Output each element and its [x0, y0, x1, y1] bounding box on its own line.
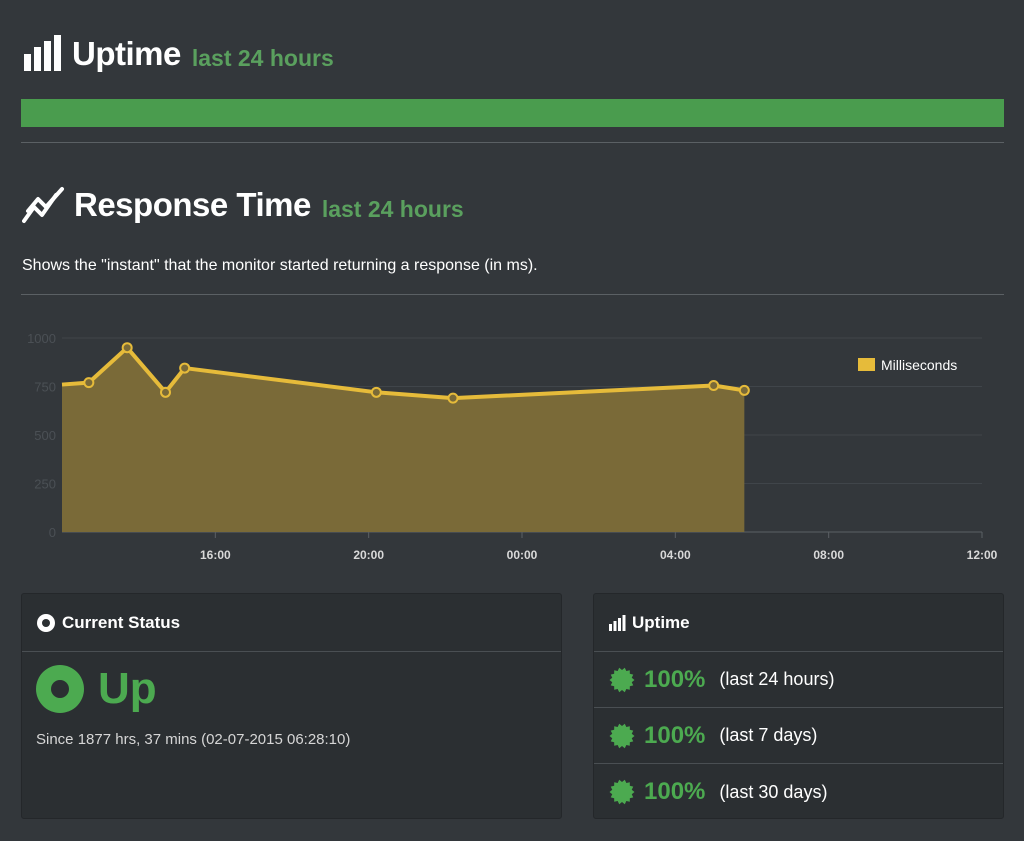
uptime-row: 100% (last 7 days) — [594, 708, 1003, 764]
x-tick-label: 20:00 — [353, 548, 384, 562]
uptime-row: 100% (last 30 days) — [594, 764, 1003, 820]
current-status-panel: Current Status Up Since 1877 hrs, 37 min… — [21, 593, 562, 819]
uptime-bar — [21, 99, 1004, 127]
uptime-section-header: Uptime last 24 hours — [22, 34, 334, 74]
legend-swatch — [858, 358, 875, 371]
uptime-panel-header: Uptime — [594, 594, 1003, 652]
uptime-title: Uptime — [72, 35, 181, 72]
response-time-area — [62, 347, 745, 532]
uptime-period: (last 30 days) — [719, 781, 828, 802]
y-tick-label: 0 — [49, 525, 56, 540]
uptime-period: (last 24 hours) — [719, 669, 835, 689]
data-point[interactable] — [370, 386, 382, 398]
data-point[interactable] — [447, 392, 459, 404]
response-time-section-header: Response Time last 24 hours — [22, 185, 464, 225]
y-tick-label: 1000 — [27, 331, 56, 346]
record-circle-icon — [37, 613, 55, 632]
data-point[interactable] — [83, 377, 95, 389]
x-tick-label: 00:00 — [507, 548, 538, 562]
certificate-badge-icon — [609, 667, 635, 692]
data-point[interactable] — [738, 384, 750, 396]
uptime-period: (last 7 days) — [719, 725, 818, 745]
uptime-panel-heading: Uptime — [632, 612, 690, 632]
data-point[interactable] — [121, 342, 133, 354]
uptime-subtitle: last 24 hours — [191, 44, 334, 71]
response-time-subtitle: last 24 hours — [321, 195, 464, 222]
status-since: Since 1877 hrs, 37 mins (02-07-2015 06:2… — [36, 731, 351, 748]
y-tick-label: 750 — [34, 380, 56, 395]
divider — [21, 142, 1004, 143]
line-chart-icon — [22, 187, 64, 223]
x-tick-label: 04:00 — [660, 548, 691, 562]
certificate-badge-icon — [609, 723, 635, 748]
uptime-row: 100% (last 24 hours) — [594, 652, 1003, 708]
status-text: Up — [98, 664, 157, 713]
x-tick-label: 08:00 — [813, 548, 844, 562]
uptime-percent: 100% — [644, 778, 706, 805]
response-time-title: Response Time — [74, 186, 311, 223]
y-tick-label: 500 — [34, 428, 56, 443]
chart-legend: Milliseconds — [858, 357, 957, 373]
y-tick-label: 250 — [34, 477, 56, 492]
legend-label: Milliseconds — [881, 357, 957, 373]
response-time-description: Shows the "instant" that the monitor sta… — [22, 257, 538, 274]
divider — [21, 294, 1004, 295]
data-point[interactable] — [179, 362, 191, 374]
data-point[interactable] — [708, 380, 720, 392]
bar-chart-icon — [24, 35, 61, 71]
x-tick-label: 16:00 — [200, 548, 231, 562]
uptime-percent: 100% — [644, 721, 706, 749]
bar-chart-icon — [609, 614, 626, 631]
certificate-badge-icon — [609, 779, 635, 805]
status-up-icon — [36, 665, 84, 713]
current-status-header: Current Status — [22, 594, 561, 652]
uptime-panel: Uptime 100% (last 24 hours) 100% (last 7… — [593, 593, 1004, 819]
x-tick-label: 12:00 — [967, 548, 998, 562]
current-status-heading: Current Status — [62, 612, 181, 632]
uptime-percent: 100% — [644, 665, 706, 693]
status-indicator: Up — [36, 664, 157, 714]
response-time-chart: 0 250 500 750 1000 16:00 20:00 00:00 04:00 08:00… — [27, 331, 998, 562]
data-point[interactable] — [160, 386, 171, 398]
